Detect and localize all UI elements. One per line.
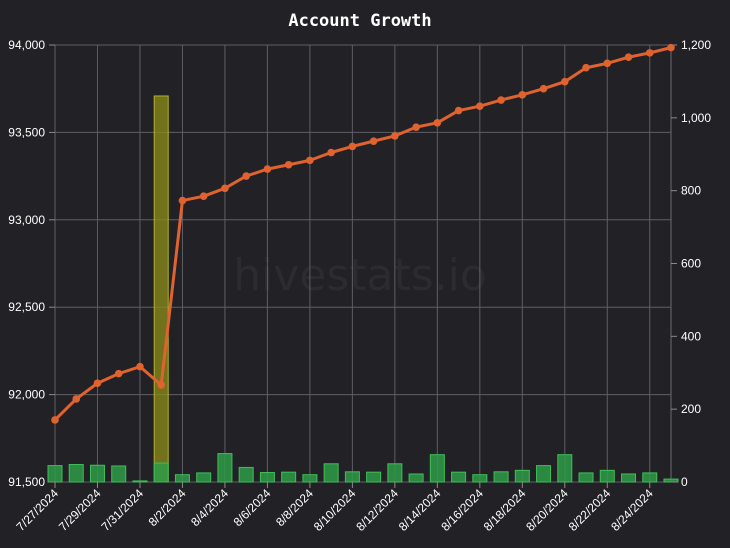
growth-point bbox=[327, 148, 335, 157]
growth-point bbox=[497, 96, 505, 104]
volume-bar bbox=[557, 454, 573, 483]
volume-bar bbox=[621, 473, 637, 483]
y-left-tick-label: 93,000 bbox=[8, 213, 45, 227]
growth-point bbox=[93, 379, 102, 388]
growth-point bbox=[348, 142, 357, 151]
volume-bar bbox=[302, 474, 318, 483]
growth-point bbox=[412, 123, 420, 131]
growth-point bbox=[51, 416, 59, 424]
growth-line-path bbox=[53, 46, 673, 422]
x-tick-label: 8/24/2024 bbox=[608, 486, 656, 534]
x-tick-label: 8/8/2024 bbox=[273, 486, 316, 529]
volume-bar bbox=[578, 472, 594, 483]
growth-point bbox=[603, 59, 612, 68]
x-tick-label: 8/12/2024 bbox=[353, 486, 401, 534]
volume-bar bbox=[238, 466, 254, 483]
volume-bar bbox=[451, 471, 467, 483]
volume-bar bbox=[408, 473, 424, 483]
x-tick-label: 8/2/2024 bbox=[146, 486, 189, 529]
volume-bar bbox=[472, 474, 488, 483]
growth-point bbox=[369, 137, 378, 145]
growth-point bbox=[221, 184, 229, 193]
volume-bar bbox=[493, 471, 509, 483]
volume-bar bbox=[323, 463, 339, 483]
y-left-tick-label: 94,000 bbox=[8, 38, 45, 52]
growth-point bbox=[263, 165, 272, 173]
growth-line bbox=[51, 43, 675, 424]
volume-bar bbox=[89, 464, 105, 483]
growth-point bbox=[624, 53, 633, 62]
volume-bar bbox=[68, 464, 84, 483]
volume-bar bbox=[281, 471, 297, 483]
volume-bar bbox=[196, 472, 212, 483]
y-right-tick-label: 1,000 bbox=[681, 111, 711, 125]
y-right-tick-label: 600 bbox=[681, 257, 701, 271]
y-right-tick-label: 1,200 bbox=[681, 38, 711, 52]
growth-point bbox=[539, 84, 548, 93]
watermark-text: hivestats.io bbox=[233, 250, 487, 301]
volume-bar bbox=[536, 465, 552, 483]
growth-point bbox=[582, 63, 590, 72]
volume-bar bbox=[387, 463, 403, 483]
volume-bar bbox=[174, 474, 190, 483]
volume-bar bbox=[132, 480, 148, 483]
growth-point bbox=[560, 77, 569, 86]
x-tick-label: 8/4/2024 bbox=[188, 486, 231, 529]
growth-point bbox=[645, 49, 654, 57]
x-tick-label: 8/14/2024 bbox=[396, 486, 444, 534]
growth-point bbox=[199, 192, 208, 201]
growth-point bbox=[454, 106, 463, 115]
volume-bar bbox=[217, 453, 233, 483]
growth-point bbox=[72, 395, 81, 403]
y-right-tick-label: 400 bbox=[681, 329, 701, 343]
chart-title: Account Growth bbox=[288, 11, 431, 31]
growth-point bbox=[391, 132, 399, 140]
x-tick-label: 7/29/2024 bbox=[56, 486, 104, 534]
volume-bar bbox=[153, 462, 169, 483]
highlight-bar bbox=[153, 95, 169, 483]
growth-point bbox=[667, 43, 675, 52]
x-tick-label: 8/16/2024 bbox=[438, 486, 486, 534]
y-right-tick-label: 0 bbox=[681, 475, 688, 489]
growth-point bbox=[306, 156, 314, 165]
y-right-tick-label: 800 bbox=[681, 184, 701, 198]
volume-bar bbox=[47, 465, 63, 483]
y-left-tick-label: 92,500 bbox=[8, 300, 45, 314]
growth-point bbox=[433, 118, 442, 127]
growth-point bbox=[518, 91, 527, 99]
volume-bar bbox=[514, 469, 530, 483]
volume-bar bbox=[111, 465, 127, 483]
x-tick-label: 8/10/2024 bbox=[311, 486, 359, 534]
growth-point bbox=[284, 160, 293, 169]
x-tick-label: 8/20/2024 bbox=[523, 486, 571, 534]
growth-point bbox=[114, 369, 123, 378]
volume-bar bbox=[599, 469, 615, 483]
x-tick-label: 8/18/2024 bbox=[481, 486, 529, 534]
volume-bar bbox=[366, 471, 382, 483]
x-tick-label: 8/6/2024 bbox=[231, 486, 274, 529]
growth-point bbox=[157, 381, 166, 389]
y-left-tick-label: 92,000 bbox=[8, 388, 45, 402]
growth-point bbox=[242, 172, 250, 180]
x-tick-label: 7/27/2024 bbox=[13, 486, 61, 534]
x-tick-label: 7/31/2024 bbox=[98, 486, 146, 534]
growth-point bbox=[136, 362, 144, 371]
growth-point bbox=[178, 196, 187, 205]
volume-bar bbox=[429, 454, 445, 483]
growth-point bbox=[476, 102, 484, 110]
y-left-tick-label: 93,500 bbox=[8, 125, 45, 139]
y-left-tick-label: 91,500 bbox=[8, 475, 45, 489]
volume-bar bbox=[259, 472, 275, 483]
volume-bar bbox=[344, 471, 360, 483]
y-right-tick-label: 200 bbox=[681, 402, 701, 416]
volume-bar bbox=[642, 472, 658, 483]
x-tick-label: 8/22/2024 bbox=[566, 486, 614, 534]
